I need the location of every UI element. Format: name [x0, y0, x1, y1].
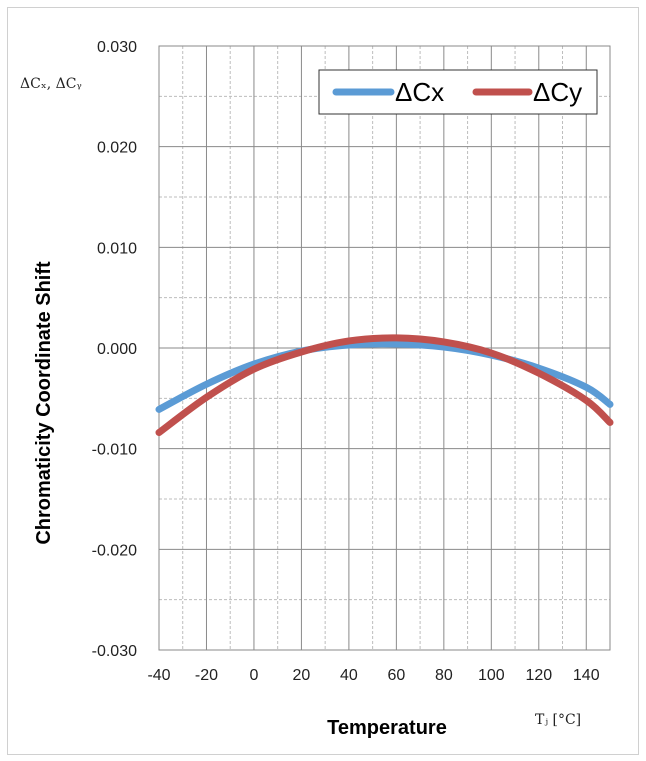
chart-frame: -40 -20 0 20 40 60 80 100 120 140 0.030 0.020 0.010 0…: [7, 7, 639, 755]
x-tick-label: 0: [249, 667, 258, 684]
series-lines: [155, 334, 614, 437]
x-tick-label: 140: [573, 667, 600, 684]
x-tick-label: 60: [387, 667, 405, 684]
plot-border: [158, 45, 611, 651]
axes: -40 -20 0 20 40 60 80 100 120 140 0.030 0.020 0.010 0…: [92, 39, 611, 684]
y-axis-title: Chromaticity Coordinate Shift: [33, 261, 55, 545]
y-unit-label: ΔCₓ, ΔCᵧ: [20, 76, 82, 92]
chromaticity-shift-chart: -40 -20 0 20 40 60 80 100 120 140 0.030 0.020 0.010 0…: [20, 39, 614, 739]
y-tick-label: 0.030: [97, 39, 137, 56]
y-tick-label: -0.010: [92, 442, 137, 459]
y-tick-label: 0.010: [97, 240, 137, 257]
x-tick-label: -40: [147, 667, 170, 684]
series-line-dcx: [155, 340, 614, 413]
x-unit-label: Tⱼ [°C]: [535, 712, 581, 728]
y-tick-label: 0.000: [97, 341, 137, 358]
y-tick-label: -0.020: [92, 542, 137, 559]
x-tick-label: 20: [293, 667, 311, 684]
y-tick-label: 0.020: [97, 140, 137, 157]
x-axis-title: Temperature: [327, 717, 447, 739]
series-line-dcy: [155, 334, 614, 437]
x-tick-label: 120: [525, 667, 552, 684]
x-tick-label: 40: [340, 667, 358, 684]
legend: ΔCx ΔCy: [318, 69, 598, 115]
legend-label-dcx: ΔCx: [395, 77, 444, 107]
y-tick-label: -0.030: [92, 643, 137, 660]
grid: [158, 45, 611, 651]
x-tick-label: 80: [435, 667, 453, 684]
legend-label-dcy: ΔCy: [533, 77, 582, 107]
x-tick-label: 100: [478, 667, 505, 684]
x-tick-label: -20: [195, 667, 218, 684]
